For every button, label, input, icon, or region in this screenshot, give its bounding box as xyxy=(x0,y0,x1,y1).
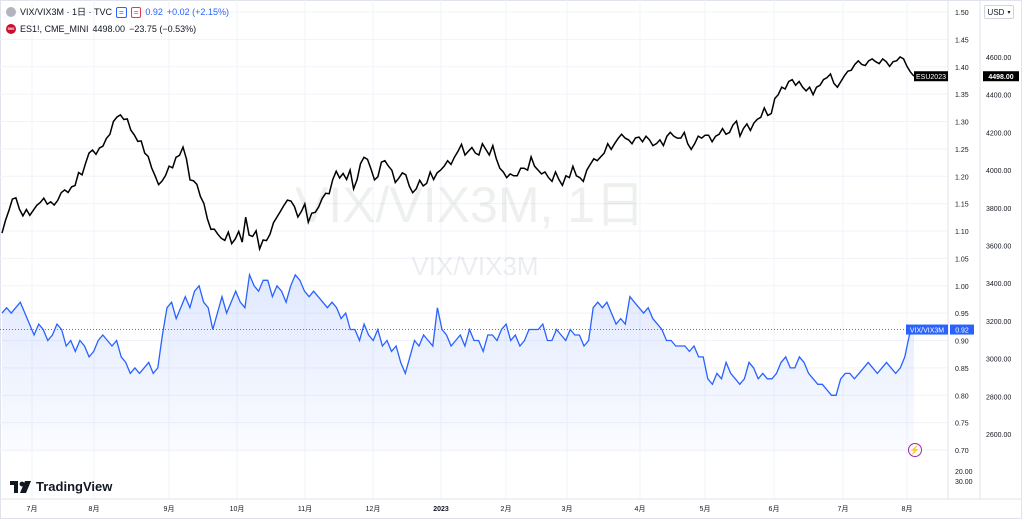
currency-label: USD xyxy=(987,7,1005,17)
extra-y-tick-label: 20.00 xyxy=(955,469,973,476)
es-series-tag: ESU2023 xyxy=(916,74,946,81)
x-tick-label: 12月 xyxy=(366,505,381,513)
ratio-series-line[interactable] xyxy=(1,272,915,396)
es-y-tick-label: 2600.00 xyxy=(986,432,1011,439)
es-series-line[interactable] xyxy=(1,56,915,252)
x-tick-label: 9月 xyxy=(164,505,175,513)
ratio-price-axis[interactable]: 1.50 1.45 1.40 1.35 1.30 1.25 1.20 1.15 1.10 1.05… xyxy=(955,10,969,455)
es-y-tick-label: 3600.00 xyxy=(986,244,1011,251)
x-tick-label: 7月 xyxy=(838,505,849,513)
legend-es-value: 4498.00 xyxy=(92,24,126,34)
x-tick-label: 8月 xyxy=(89,505,100,513)
x-tick-label: 2023 xyxy=(433,506,449,513)
es-y-tick-label: 3400.00 xyxy=(986,281,1011,288)
tradingview-logo[interactable]: TradingView xyxy=(10,479,112,494)
es-y-tick-label: 4600.00 xyxy=(986,55,1011,62)
watermark-subtitle: VIX/VIX3M xyxy=(411,251,538,281)
es-series-tag-bg xyxy=(914,71,948,82)
es-value-tag-bg xyxy=(983,71,1019,82)
symbol-logo-icon xyxy=(6,7,16,17)
x-tick-label: 4月 xyxy=(635,505,646,513)
x-tick-label: 7月 xyxy=(27,505,38,513)
lightning-icon[interactable]: ⚡ xyxy=(908,443,922,457)
ratio-series-tag: VIX/VIX3M xyxy=(910,328,944,335)
ratio-y-tick-label: 0.95 xyxy=(955,311,969,318)
legend-es-symbol[interactable]: ES1!, CME_MINI xyxy=(20,24,89,34)
legend-main-symbol[interactable]: VIX/VIX3M · 1日 · TVC xyxy=(20,7,113,17)
time-axis[interactable]: 7月 8月 9月 10月 11月 12月 2023 2月 3月 4月 5月 6月 7月 8月 xyxy=(27,505,913,513)
es-y-tick-label: 3000.00 xyxy=(986,357,1011,364)
chevron-down-icon: ▾ xyxy=(1007,9,1011,16)
legend-main-value: 0.92 xyxy=(145,7,163,17)
es-y-tick-label: 3200.00 xyxy=(986,319,1011,326)
ratio-y-tick-label: 1.40 xyxy=(955,65,969,72)
x-tick-label: 6月 xyxy=(769,505,780,513)
ratio-y-tick-label: 1.00 xyxy=(955,284,969,291)
es-price-axis[interactable]: 4600.00 4400.00 4200.00 4000.00 3800.00 3600.… xyxy=(986,55,1011,439)
x-tick-label: 8月 xyxy=(902,505,913,513)
legend-main-btn1[interactable]: = xyxy=(116,6,127,18)
x-tick-label: 11月 xyxy=(298,505,312,513)
x-tick-label: 2月 xyxy=(501,505,512,513)
ratio-y-tick-label: 1.15 xyxy=(955,202,969,209)
ratio-y-tick-label: 0.80 xyxy=(955,393,969,400)
x-tick-label: 3月 xyxy=(562,505,573,513)
ratio-series-tag-bg xyxy=(906,324,948,335)
legend-main-change: +0.02 (+2.15%) xyxy=(166,7,229,17)
currency-select[interactable]: USD ▾ xyxy=(984,5,1014,19)
legend-es-change: −23.75 (−0.53%) xyxy=(129,24,197,34)
watermark-title: VIX/VIX3M, 1日 xyxy=(295,177,645,233)
ratio-y-tick-label: 0.90 xyxy=(955,339,969,346)
es-value-tag: 4498.00 xyxy=(988,74,1013,81)
ratio-value-tag: 0.92 xyxy=(955,328,969,335)
ratio-y-tick-label: 1.10 xyxy=(955,229,969,236)
ratio-y-tick-label: 1.30 xyxy=(955,120,969,127)
es-y-tick-label: 4000.00 xyxy=(986,168,1011,175)
ratio-y-tick-label: 1.45 xyxy=(955,37,969,44)
ratio-y-tick-label: 0.85 xyxy=(955,366,969,373)
legend-es[interactable]: 500 ES1!, CME_MINI 4498.00 −23.75 (−0.53… xyxy=(6,23,196,35)
ratio-area xyxy=(2,274,914,452)
es-y-tick-label: 4200.00 xyxy=(986,130,1011,137)
ratio-y-tick-label: 1.25 xyxy=(955,147,969,154)
es-y-tick-label: 4400.00 xyxy=(986,93,1011,100)
legend-main-btn2[interactable]: = xyxy=(130,6,142,18)
es-y-tick-label: 2800.00 xyxy=(986,394,1011,401)
ratio-y-tick-label: 1.05 xyxy=(955,256,969,263)
ratio-value-tag-bg xyxy=(950,324,974,335)
extra-price-axis: 20.00 30.00 xyxy=(955,469,973,486)
extra-y-tick-label: 30.00 xyxy=(955,479,973,486)
es-symbol-logo-icon: 500 xyxy=(6,24,16,34)
ratio-area-fill xyxy=(2,274,914,452)
legend-main[interactable]: VIX/VIX3M · 1日 · TVC = = 0.92 +0.02 (+2.… xyxy=(6,6,229,18)
x-tick-label: 5月 xyxy=(700,505,711,513)
tradingview-logo-icon xyxy=(10,480,31,493)
ratio-y-tick-label: 0.70 xyxy=(955,448,969,455)
ratio-y-tick-label: 0.75 xyxy=(955,421,969,428)
x-tick-label: 10月 xyxy=(230,505,245,513)
ratio-y-tick-label: 1.35 xyxy=(955,92,969,99)
brand-name: TradingView xyxy=(36,479,113,494)
es-y-tick-label: 3800.00 xyxy=(986,206,1011,213)
ratio-y-tick-label: 1.20 xyxy=(955,174,969,181)
ratio-y-tick-label: 1.50 xyxy=(955,10,969,17)
